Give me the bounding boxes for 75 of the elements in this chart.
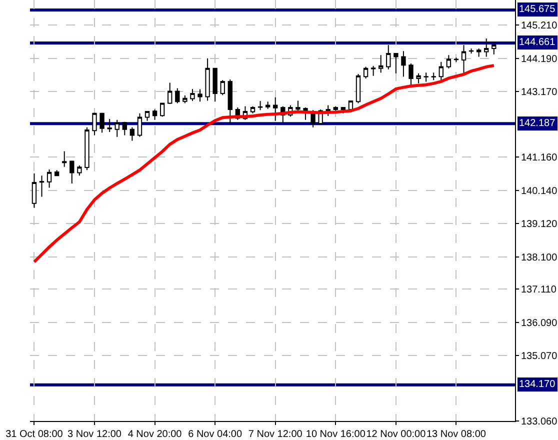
candlestick — [378, 54, 384, 74]
candlestick — [228, 79, 232, 124]
x-tick-label: 6 Nov 04:00 — [188, 429, 242, 440]
candlestick — [250, 106, 256, 114]
x-tick-label: 4 Nov 20:00 — [128, 429, 182, 440]
candlestick — [265, 101, 270, 110]
candlestick — [175, 88, 180, 104]
candlestick — [54, 170, 60, 176]
candlestick — [468, 48, 474, 54]
ref-line-label: 142.187 — [519, 118, 556, 129]
candlestick — [408, 63, 414, 86]
candlestick — [212, 68, 218, 102]
x-tick-label: 10 Nov 16:00 — [306, 429, 366, 440]
candlestick — [46, 168, 52, 188]
candlestick — [431, 72, 436, 81]
candlestick — [492, 41, 496, 55]
candlestick — [446, 54, 452, 69]
candlestick — [92, 112, 97, 136]
y-tick-label: 133.060 — [521, 416, 558, 428]
x-tick-label: 12 Nov 00:00 — [366, 429, 426, 440]
candlestick — [273, 96, 278, 122]
candlestick — [62, 150, 67, 168]
candlestick — [100, 112, 104, 134]
y-tick-label: 140.140 — [521, 186, 558, 197]
x-tick-label: 31 Oct 08:00 — [6, 429, 64, 440]
candlestick — [107, 118, 112, 132]
candlestick — [401, 50, 406, 78]
y-tick-label: 144.190 — [521, 54, 558, 65]
candlestick — [144, 110, 150, 122]
candlestick — [205, 58, 210, 102]
candlestick — [122, 121, 127, 136]
candlestick — [39, 175, 44, 198]
candlestick — [333, 106, 338, 112]
candlestick — [182, 94, 188, 104]
ref-line-label: 145.675 — [519, 4, 556, 15]
candlestick — [77, 165, 82, 176]
x-tick-label: 3 Nov 12:00 — [68, 429, 122, 440]
candlestick — [296, 100, 300, 113]
candlestick — [394, 52, 398, 74]
candlestick — [130, 126, 135, 142]
candlestick — [70, 160, 74, 184]
y-tick-label: 139.120 — [521, 219, 558, 230]
line-series — [32, 64, 496, 264]
ref-line-label: 134.170 — [519, 379, 556, 390]
candlestick — [152, 108, 158, 120]
ref-line-label: 144.661 — [519, 37, 556, 48]
candlestick — [424, 72, 428, 82]
candlestick — [363, 66, 368, 80]
candlestick — [416, 72, 421, 84]
candlestick — [476, 48, 482, 58]
candlestick — [484, 38, 489, 58]
candlestick — [84, 126, 90, 171]
candlestick — [258, 100, 263, 111]
y-tick-label: 135.070 — [521, 351, 558, 362]
candlestick — [370, 65, 376, 76]
candlestick — [461, 44, 466, 74]
candlestick — [356, 73, 361, 104]
y-tick-label: 137.110 — [521, 284, 557, 296]
candlestick — [438, 61, 444, 81]
candlestick — [160, 102, 165, 118]
candlestick — [114, 119, 120, 138]
y-tick-label: 141.160 — [521, 152, 558, 164]
candlestick — [190, 88, 195, 102]
y-tick-label: 145.210 — [521, 20, 558, 32]
candlestick — [198, 88, 202, 102]
candlestick — [168, 82, 172, 104]
x-tick-label: 7 Nov 12:00 — [248, 429, 303, 440]
y-tick-label: 136.090 — [521, 318, 558, 329]
y-tick-label: 138.100 — [521, 252, 558, 264]
candlestick — [32, 172, 37, 208]
y-tick-label: 143.170 — [521, 87, 558, 98]
candlestick — [220, 80, 225, 96]
candlestick — [386, 44, 391, 70]
candlestick — [137, 112, 142, 138]
x-tick-label: 13 Nov 08:00 — [426, 429, 486, 440]
